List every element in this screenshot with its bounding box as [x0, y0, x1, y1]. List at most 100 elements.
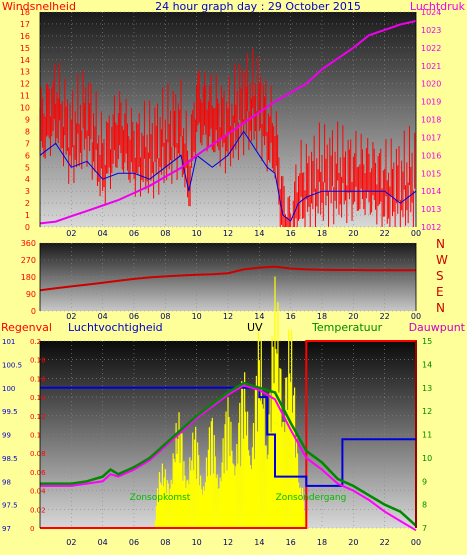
pressure-tick-label: 1015 — [421, 169, 441, 178]
compass-letter: N — [436, 301, 445, 315]
x-tick-label: 18 — [317, 312, 327, 321]
x-tick-label: 00 — [411, 229, 421, 238]
wind-tick-label: 6 — [25, 151, 30, 160]
pressure-tick-label: 1017 — [421, 133, 441, 142]
temperature-tick-label: 15 — [422, 337, 432, 346]
humidity-tick-label: 99.5 — [2, 408, 18, 416]
temperature-tick-label: 7 — [422, 524, 427, 533]
x-tick-label: 20 — [348, 538, 358, 547]
wind-average-line — [39, 130, 417, 222]
wind-tick-label: 2 — [25, 199, 30, 208]
wind-tick-label: 7 — [25, 139, 30, 148]
x-tick-label: 12 — [223, 229, 233, 238]
rain-tick-label: 0.12 — [30, 413, 46, 421]
compass-letter: E — [436, 285, 444, 299]
wind-direction-line — [39, 265, 416, 292]
wind-tick-label: 3 — [25, 187, 30, 196]
wind-axis-title: Windsnelheid — [2, 0, 76, 13]
temperature-tick-label: 8 — [422, 501, 427, 510]
x-tick-label: 02 — [66, 229, 76, 238]
pressure-line — [39, 20, 417, 225]
x-tick-label: 14 — [254, 538, 264, 547]
pressure-tick-label: 1016 — [421, 151, 441, 160]
temperature-tick-label: 9 — [422, 477, 427, 486]
rain-tick-label: 0.06 — [30, 469, 46, 477]
rain-tick-label: 0.04 — [30, 488, 46, 496]
x-tick-label: 20 — [348, 312, 358, 321]
pressure-tick-label: 1022 — [421, 44, 441, 53]
temperature-label: Temperatuur — [311, 321, 383, 334]
x-tick-label: 04 — [98, 538, 108, 547]
humidity-tick-label: 97.5 — [2, 502, 18, 510]
x-tick-label: 16 — [286, 229, 296, 238]
x-tick-label: 12 — [223, 538, 233, 547]
rain-tick-label: 0.2 — [30, 338, 41, 346]
rain-tick-label: 0.18 — [30, 357, 46, 365]
rain-tick-label: 0.16 — [30, 375, 46, 383]
dewpoint-label: Dauwpunt — [409, 321, 466, 334]
x-tick-label: 20 — [348, 229, 358, 238]
wind-tick-label: 0 — [25, 223, 30, 232]
series-layer — [39, 20, 417, 532]
x-tick-label: 10 — [192, 312, 202, 321]
temperature-tick-label: 10 — [422, 454, 432, 463]
direction-tick-label: 90 — [26, 290, 36, 299]
pressure-tick-label: 1012 — [421, 223, 441, 232]
humidity-tick-label: 100.5 — [2, 361, 22, 369]
wind-tick-label: 18 — [20, 8, 30, 17]
x-tick-label: 04 — [98, 312, 108, 321]
compass-letter: S — [436, 269, 444, 283]
direction-tick-label: 360 — [21, 239, 36, 248]
x-tick-label: 14 — [254, 229, 264, 238]
wind-tick-label: 4 — [25, 175, 30, 184]
direction-tick-label: 180 — [21, 273, 36, 282]
wind-tick-label: 16 — [20, 32, 30, 41]
compass-letter: N — [436, 237, 445, 251]
humidity-tick-label: 97 — [2, 525, 11, 533]
humidity-tick-label: 101 — [2, 338, 15, 346]
temperature-tick-label: 13 — [422, 384, 432, 393]
temperature-tick-label: 12 — [422, 407, 432, 416]
rain-tick-label: 0.02 — [30, 506, 46, 514]
axes-layer: 0202020404040606060808081010101212121414… — [2, 8, 441, 547]
x-tick-label: 14 — [254, 312, 264, 321]
x-tick-label: 22 — [380, 229, 390, 238]
chart-title: 24 hour graph day : 29 October 2015 — [155, 0, 361, 13]
humidity-tick-label: 99 — [2, 432, 11, 440]
humidity-tick-label: 100 — [2, 385, 15, 393]
temperature-line — [40, 381, 417, 527]
rain-tick-label: 0.14 — [30, 394, 46, 402]
rain-tick-label: 0.1 — [30, 432, 41, 440]
pressure-axis-title: Luchtdruk — [410, 0, 466, 13]
x-tick-label: 16 — [286, 538, 296, 547]
rain-tick-label: 0.08 — [30, 450, 46, 458]
x-tick-label: 02 — [66, 312, 76, 321]
pressure-tick-label: 1024 — [421, 8, 441, 17]
x-tick-label: 12 — [223, 312, 233, 321]
pressure-tick-label: 1018 — [421, 116, 441, 125]
pressure-tick-label: 1019 — [421, 98, 441, 107]
direction-tick-label: 270 — [21, 256, 36, 265]
humidity-tick-label: 98.5 — [2, 455, 18, 463]
uv-label: UV — [247, 321, 263, 334]
x-tick-label: 18 — [317, 229, 327, 238]
pressure-tick-label: 1013 — [421, 205, 441, 214]
x-tick-label: 22 — [380, 312, 390, 321]
compass-letter: W — [436, 253, 448, 267]
x-tick-label: 08 — [160, 229, 170, 238]
wind-tick-label: 10 — [20, 104, 30, 113]
x-tick-label: 06 — [129, 538, 139, 547]
x-tick-label: 06 — [129, 312, 139, 321]
x-tick-label: 00 — [411, 312, 421, 321]
x-tick-label: 10 — [192, 538, 202, 547]
x-tick-label: 16 — [286, 312, 296, 321]
x-tick-label: 18 — [317, 538, 327, 547]
pressure-tick-label: 1014 — [421, 187, 441, 196]
wind-tick-label: 13 — [20, 68, 30, 77]
dewpoint-line — [40, 384, 417, 532]
x-tick-label: 22 — [380, 538, 390, 547]
wind-tick-label: 1 — [25, 211, 30, 220]
x-tick-label: 08 — [160, 312, 170, 321]
